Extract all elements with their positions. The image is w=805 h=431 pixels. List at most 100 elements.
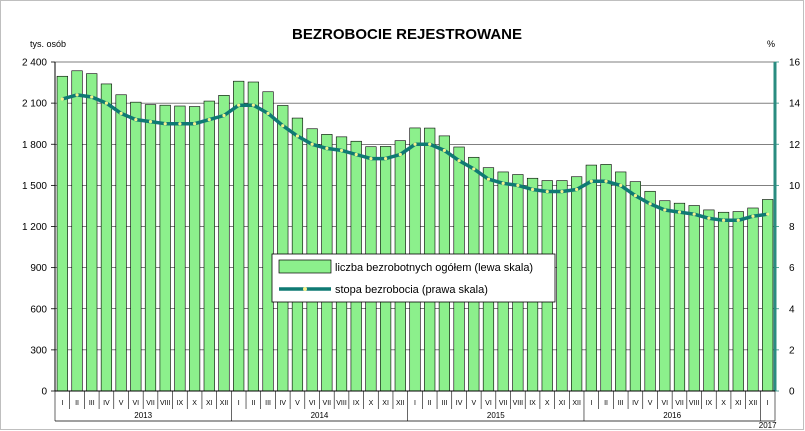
month-label: VIII [689,400,700,407]
bar [644,190,656,392]
bar [659,200,671,392]
rate-point [295,134,300,138]
month-label: I [61,400,63,407]
rate-point [281,124,285,128]
month-label: XII [749,400,758,407]
month-label: IX [177,400,184,407]
month-label: XI [559,400,566,407]
rate-point [604,179,608,183]
bar [747,207,759,392]
rate-point [501,181,505,185]
y2-tick-label: 2 [789,345,795,356]
bar [673,202,686,392]
rate-point [207,117,211,122]
bar [600,164,612,392]
month-label: XII [220,400,229,407]
y2-tick-label: 6 [789,263,795,274]
rate-point [266,111,270,116]
rate-point [442,148,446,153]
month-label: XII [572,400,581,407]
bar [233,80,245,392]
bar [100,83,113,392]
y-tick-label: 2 100 [22,99,47,110]
bar [174,105,186,392]
chart-title: BEZROBOCIE REJESTROWANE [292,26,522,43]
bar [732,211,744,392]
month-label: IX [353,400,360,407]
rate-point [90,95,94,99]
month-label: III [89,400,95,407]
bar [762,199,774,392]
right-axis-unit: % [767,39,775,49]
month-label: X [545,400,550,407]
month-label: VIII [336,400,347,407]
left-axis-unit: tys. osób [30,39,66,49]
bar [218,95,230,392]
bar [571,176,583,392]
bar [585,164,597,392]
month-label: II [604,400,608,407]
legend-label-bars: liczba bezrobotnych ogółem (lewa skala) [335,262,533,274]
month-label: X [192,400,197,407]
rate-point [119,111,123,116]
bar [247,81,259,392]
month-label: XI [206,400,213,407]
year-label: 2013 [134,411,152,420]
legend-bar-swatch [278,259,332,274]
rate-point [192,122,197,126]
bar [71,70,83,392]
month-label: II [75,400,79,407]
month-label: XI [735,400,742,407]
bar [130,101,142,392]
bar [629,181,641,392]
bar [556,180,568,392]
bar [189,106,201,392]
month-label: III [618,400,624,407]
month-label: VII [146,400,155,407]
rate-point [589,179,593,183]
bar [262,91,274,392]
bar [688,205,700,392]
year-label: 2015 [487,411,505,420]
month-label: I [767,400,769,407]
y-tick-label: 2 400 [22,58,47,69]
month-label: V [119,400,124,407]
y-tick-label: 0 [41,387,47,398]
month-label: I [590,400,592,407]
y2-tick-label: 8 [789,222,795,233]
rate-point [721,218,726,222]
rate-point [516,183,520,187]
bar [56,75,68,392]
month-label: VII [499,400,508,407]
bar [615,171,627,392]
rate-point [75,93,79,97]
y2-tick-label: 10 [789,181,801,192]
y-tick-label: 600 [30,304,47,315]
line-series [60,93,770,223]
rate-point [369,157,373,161]
rate-point [707,216,711,220]
rate-point [384,157,388,161]
month-label: XII [396,400,405,407]
month-label: III [265,400,271,407]
month-label: X [369,400,374,407]
month-label: V [648,400,653,407]
month-label: VIII [160,400,171,407]
rate-point [766,212,770,216]
rate-point [134,117,138,122]
month-label: X [721,400,726,407]
legend: liczba bezrobotnych ogółem (lewa skala) … [271,253,556,303]
y-tick-label: 1 500 [22,181,47,192]
month-label: VI [485,400,492,407]
rate-point [237,103,241,107]
rate-point [428,142,432,146]
rate-point [736,218,740,222]
bar [277,105,289,392]
rate-point [633,194,638,198]
month-label: IX [529,400,536,407]
rate-point [413,142,417,146]
rate-point [751,214,755,218]
y-tick-label: 300 [30,345,47,356]
bar [144,104,157,392]
rate-point [60,97,64,101]
